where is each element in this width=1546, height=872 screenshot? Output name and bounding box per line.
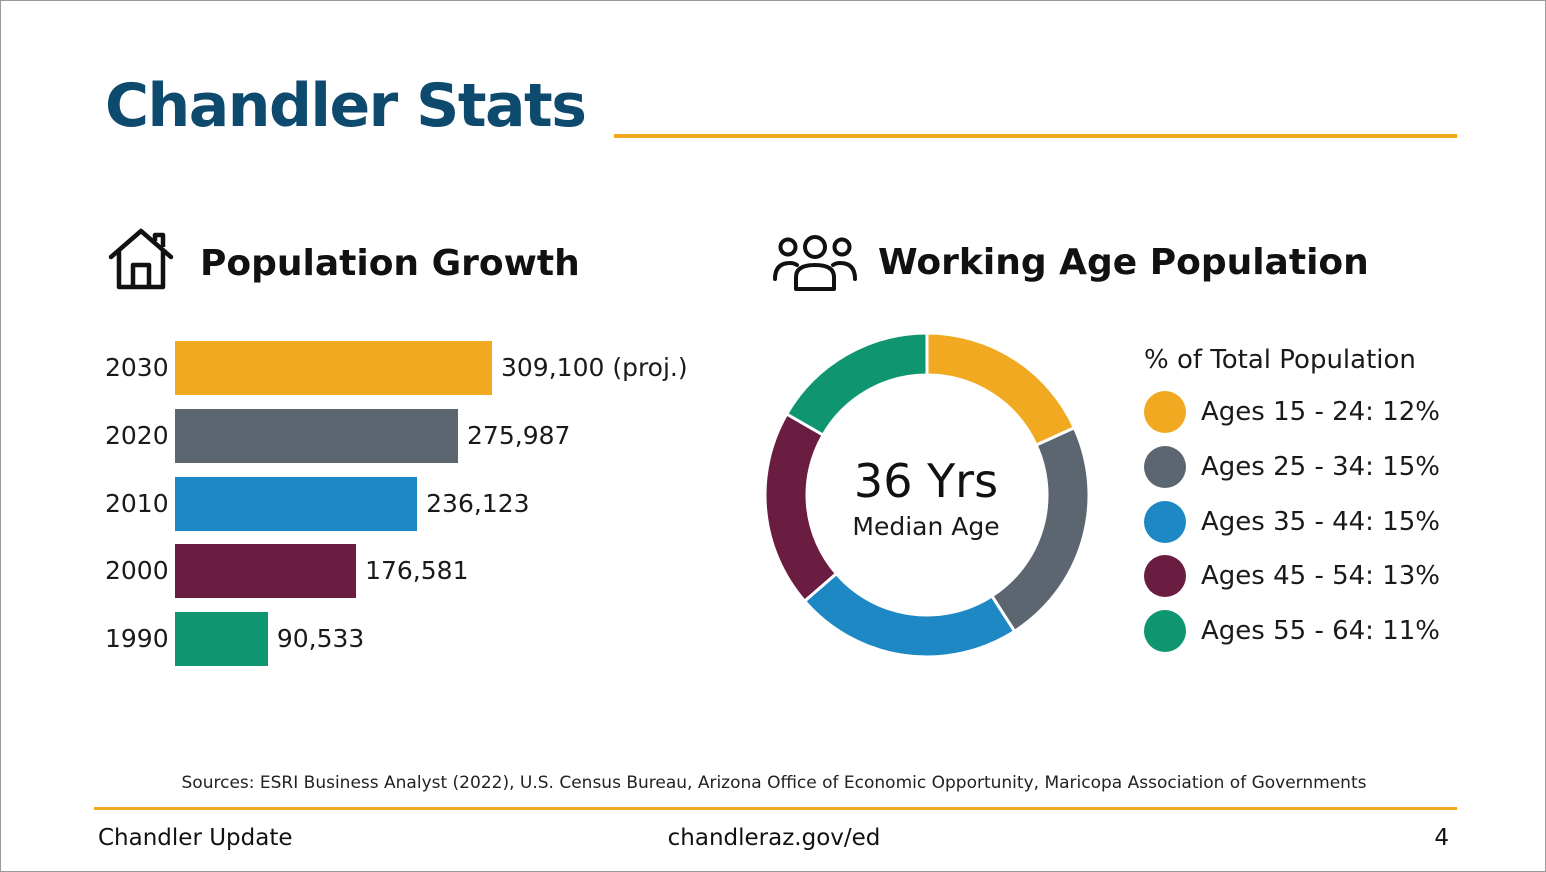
bar-value-label: 90,533	[276, 624, 365, 654]
age-donut-chart	[765, 333, 1089, 657]
median-age-label: Median Age	[852, 512, 1000, 541]
legend-label: Ages 15 - 24: 12%	[1201, 397, 1440, 427]
legend-swatch	[1144, 610, 1186, 653]
population-bar	[175, 476, 418, 531]
bar-value-label: 309,100 (proj.)	[501, 353, 688, 382]
donut-slice	[784, 333, 929, 438]
bar-value-label: 275,987	[467, 420, 571, 450]
people-group-icon	[773, 235, 857, 291]
bar-year-label: 2000	[105, 556, 169, 586]
legend-label: Ages 45 - 54: 13%	[1201, 561, 1440, 592]
population-bar	[175, 544, 357, 599]
legend-swatch	[1144, 445, 1186, 488]
population-bar	[175, 408, 459, 463]
footer-left: Chandler Update	[98, 825, 293, 851]
legend-label: Ages 25 - 34: 15%	[1201, 451, 1440, 482]
bar-year-label: 2030	[105, 353, 169, 382]
legend-swatch	[1144, 391, 1186, 433]
footer-url: chandleraz.gov/ed	[667, 825, 881, 851]
legend-label: Ages 35 - 44: 15%	[1201, 506, 1440, 537]
bar-year-label: 2020	[105, 420, 169, 450]
bar-value-label: 176,581	[365, 556, 469, 586]
median-age-value: 36 Yrs	[853, 454, 999, 508]
legend-swatch	[1144, 555, 1186, 598]
slide-title: Chandler Stats	[105, 71, 587, 141]
bar-value-label: 236,123	[426, 488, 530, 518]
legend-label: Ages 55 - 64: 11%	[1201, 616, 1440, 647]
bar-year-label: 2010	[105, 488, 169, 518]
title-underline	[614, 134, 1457, 138]
donut-slice	[802, 571, 1017, 657]
house-icon	[108, 228, 174, 290]
footer-rule	[94, 807, 1457, 810]
donut-slice	[925, 333, 1077, 448]
working-age-heading: Working Age Population	[878, 242, 1369, 283]
sources-note: Sources: ESRI Business Analyst (2022), U…	[181, 773, 1367, 793]
population-growth-heading: Population Growth	[200, 243, 580, 284]
population-bar	[175, 612, 268, 667]
page-number: 4	[1434, 825, 1449, 851]
legend-swatch	[1144, 500, 1186, 543]
population-bar	[175, 341, 492, 395]
legend-title: % of Total Population	[1144, 345, 1416, 375]
bar-year-label: 1990	[105, 624, 169, 654]
